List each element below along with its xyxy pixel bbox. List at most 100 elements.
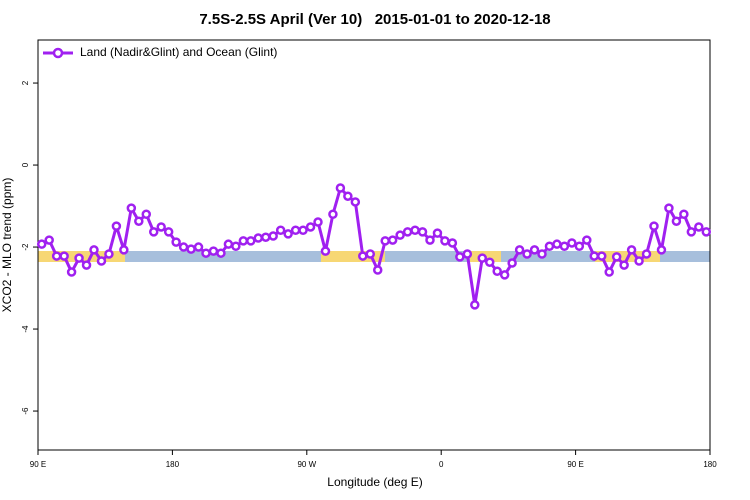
data-point — [74, 253, 84, 263]
data-point — [507, 258, 517, 268]
land-band — [321, 251, 385, 262]
x-tick-label: 0 — [439, 460, 444, 469]
x-tick-label: 90 E — [30, 460, 46, 469]
data-point — [81, 260, 92, 270]
data-point — [574, 241, 585, 251]
data-point — [358, 251, 368, 261]
y-tick-label: -4 — [21, 325, 30, 333]
data-point — [283, 229, 293, 239]
data-point — [216, 248, 226, 258]
data-point — [208, 246, 219, 256]
data-point — [156, 222, 166, 232]
data-point — [89, 245, 99, 255]
x-tick-label: 180 — [166, 460, 180, 469]
data-point — [596, 251, 607, 261]
data-point — [148, 227, 159, 237]
data-point — [387, 235, 398, 245]
data-point — [253, 233, 264, 243]
data-point — [343, 191, 353, 201]
data-point — [298, 225, 308, 235]
data-point — [582, 235, 592, 245]
data-point — [268, 231, 278, 241]
ocean-band — [660, 251, 710, 262]
legend-label: Land (Nadir&Glint) and Ocean (Glint) — [80, 45, 277, 59]
data-point — [66, 267, 77, 277]
data-point — [664, 203, 674, 213]
data-point — [36, 239, 47, 249]
data-point — [126, 203, 137, 213]
data-point — [484, 257, 495, 267]
data-point — [499, 270, 510, 280]
data-point — [193, 242, 204, 252]
data-point — [201, 248, 211, 258]
x-tick-label: 180 — [703, 460, 717, 469]
data-point — [611, 252, 622, 262]
data-point — [701, 227, 712, 237]
data-point — [223, 239, 234, 249]
data-point — [402, 227, 413, 237]
x-tick-label: 90 E — [567, 460, 583, 469]
data-point — [186, 244, 196, 254]
data-point — [350, 197, 361, 207]
data-point — [432, 228, 443, 238]
data-point — [134, 216, 144, 226]
data-point — [111, 221, 122, 231]
data-point — [231, 241, 241, 251]
data-point — [59, 251, 69, 261]
data-point — [604, 267, 614, 277]
data-point — [559, 241, 570, 251]
data-point — [178, 242, 189, 252]
data-point — [417, 227, 428, 237]
data-point — [328, 209, 338, 219]
data-point — [455, 252, 465, 262]
data-point — [567, 238, 577, 248]
y-tick-label: -6 — [21, 407, 30, 415]
y-axis-label: XCO2 - MLO trend (ppm) — [0, 178, 14, 313]
data-point — [649, 221, 659, 231]
x-axis-label: Longitude (deg E) — [327, 475, 422, 489]
data-point — [462, 249, 473, 259]
data-point — [313, 217, 323, 227]
data-point — [372, 265, 383, 275]
data-point — [619, 260, 629, 270]
data-point — [514, 245, 525, 255]
data-point — [51, 251, 62, 261]
y-tick-label: 2 — [21, 80, 30, 85]
data-point — [320, 246, 331, 256]
data-point — [656, 245, 667, 255]
data-point — [634, 256, 644, 266]
data-point — [238, 236, 249, 246]
data-point — [395, 230, 405, 240]
data-point — [440, 236, 450, 246]
y-tick-label: 0 — [21, 162, 30, 167]
data-point — [171, 237, 181, 247]
data-point — [246, 236, 256, 246]
ocean-band — [501, 251, 595, 262]
data-point — [626, 245, 637, 255]
data-point — [335, 183, 346, 193]
data-point — [380, 236, 390, 246]
data-point — [290, 225, 301, 235]
data-point — [260, 232, 271, 242]
data-point — [163, 227, 174, 237]
data-point — [447, 238, 458, 248]
data-point — [141, 209, 152, 219]
data-point — [529, 245, 540, 255]
data-point — [552, 239, 562, 249]
data-point — [44, 235, 54, 245]
data-point — [694, 222, 704, 232]
data-point — [96, 256, 107, 266]
plot-frame — [37, 39, 711, 451]
data-point — [686, 227, 697, 237]
data-point — [477, 253, 488, 263]
data-point — [275, 225, 286, 235]
data-point — [365, 249, 376, 259]
x-tick-label: 90 W — [297, 460, 316, 469]
y-tick-label: -2 — [21, 243, 30, 251]
data-line — [41, 186, 708, 307]
data-point — [537, 249, 547, 259]
data-point — [679, 209, 689, 219]
data-point — [544, 241, 555, 251]
chart-title: 7.5S-2.5S April (Ver 10) 2015-01-01 to 2… — [199, 11, 550, 28]
data-point — [104, 249, 114, 259]
